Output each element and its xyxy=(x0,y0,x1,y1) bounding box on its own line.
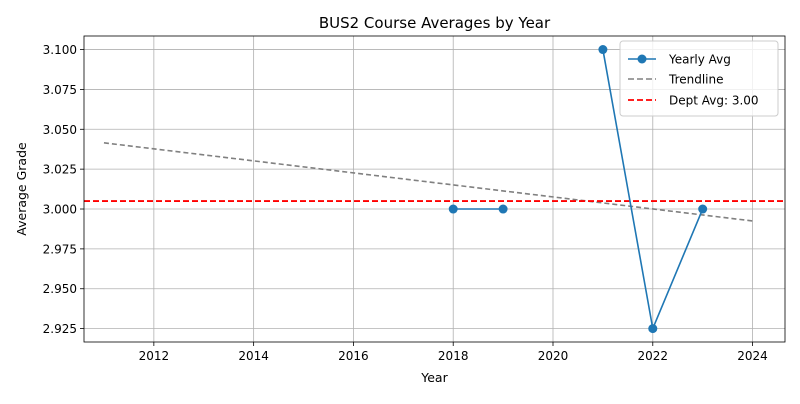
y-axis-label: Average Grade xyxy=(14,142,29,236)
legend-swatch-marker xyxy=(637,54,647,64)
y-tick-label: 3.050 xyxy=(43,123,77,137)
x-axis-ticks: 2012 2014 2016 2018 2020 2022 2024 xyxy=(139,342,768,363)
x-tick-label: 2022 xyxy=(638,349,669,363)
y-tick-label: 2.950 xyxy=(43,282,77,296)
legend: Yearly Avg Trendline Dept Avg: 3.00 xyxy=(619,40,779,117)
data-point xyxy=(598,45,608,55)
legend-label: Trendline xyxy=(668,73,724,87)
y-tick-label: 3.100 xyxy=(43,43,77,57)
data-point xyxy=(498,204,508,214)
y-tick-label: 3.075 xyxy=(43,83,77,97)
legend-box xyxy=(619,40,779,117)
x-tick-label: 2024 xyxy=(737,349,768,363)
grid xyxy=(84,36,785,342)
data-point xyxy=(698,204,708,214)
series-layer xyxy=(84,45,785,334)
y-axis-ticks: 2.925 2.950 2.975 3.000 3.025 3.050 3.075 3.100 xyxy=(43,43,84,336)
legend-label: Yearly Avg xyxy=(668,53,731,67)
legend-label: Dept Avg: 3.00 xyxy=(669,94,759,108)
y-tick-label: 2.925 xyxy=(43,322,77,336)
trendline xyxy=(103,142,753,222)
data-point xyxy=(648,324,658,334)
chart-title: BUS2 Course Averages by Year xyxy=(319,14,551,32)
x-tick-label: 2020 xyxy=(538,349,569,363)
x-tick-label: 2012 xyxy=(139,349,170,363)
plot-frame xyxy=(83,35,786,343)
x-axis-label: Year xyxy=(420,370,448,385)
y-tick-label: 3.000 xyxy=(43,203,77,217)
y-tick-label: 2.975 xyxy=(43,242,77,256)
x-tick-label: 2016 xyxy=(338,349,369,363)
y-tick-label: 3.025 xyxy=(43,163,77,177)
data-point xyxy=(448,204,458,214)
x-tick-label: 2014 xyxy=(238,349,269,363)
x-tick-label: 2018 xyxy=(438,349,469,363)
